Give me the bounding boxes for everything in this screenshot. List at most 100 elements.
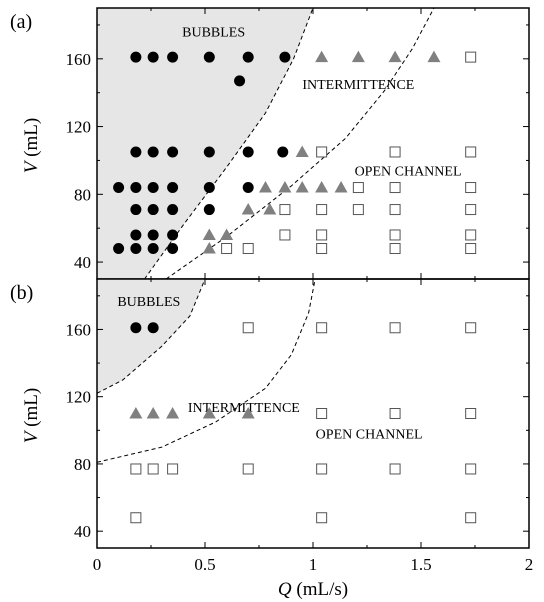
intermittence-point — [295, 181, 309, 193]
open-channel-point — [130, 512, 142, 524]
bubbles-point — [130, 182, 142, 194]
x-tick-label: 2 — [525, 555, 534, 574]
open-channel-point — [389, 182, 401, 194]
open-channel-boundary-line — [97, 279, 316, 463]
intermittence-point — [146, 407, 160, 419]
y-tick-label: 160 — [66, 50, 92, 69]
intermittence-point — [241, 407, 255, 419]
intermittence-point — [241, 203, 255, 215]
bubbles-point — [167, 243, 179, 255]
bubbles-point — [242, 182, 254, 194]
open-channel-point — [465, 51, 477, 63]
bubbles-point — [113, 182, 125, 194]
intermittence-point — [295, 145, 309, 157]
y-tick-label: 120 — [66, 118, 92, 137]
open-channel-point — [167, 463, 179, 475]
open-channel-point — [221, 243, 233, 255]
intermittence-point — [202, 407, 216, 419]
region-label: OPEN CHANNEL — [355, 165, 462, 180]
bubbles-point — [203, 182, 215, 194]
open-channel-point — [465, 408, 477, 419]
bubbles-region-shading — [97, 279, 205, 394]
open-channel-point — [465, 243, 477, 255]
bubbles-point — [203, 204, 215, 216]
open-channel-point — [316, 322, 328, 334]
x-tick-label: 1 — [309, 555, 318, 574]
bubbles-point — [130, 322, 142, 334]
bubbles-point — [167, 146, 179, 158]
open-channel-point — [316, 204, 328, 216]
region-label: INTERMITTENCE — [188, 401, 300, 416]
open-channel-point — [389, 463, 401, 475]
panel-a: 40 80 120 160 (a) V (mL) BUBBLES INTERMITTENCE O… — [10, 7, 530, 280]
bubbles-point — [147, 243, 159, 255]
bubbles-point — [203, 146, 215, 158]
bubbles-point — [167, 204, 179, 216]
open-channel-point — [465, 146, 477, 158]
open-channel-point — [352, 182, 364, 194]
region-label: BUBBLES — [182, 26, 245, 41]
bubbles-boundary-line — [97, 279, 206, 394]
x-axis-label: Q (mL/s) — [278, 579, 348, 600]
open-channel-point — [316, 146, 328, 158]
open-channel-point — [279, 229, 291, 241]
y-tick-label: 80 — [74, 455, 91, 474]
bubbles-point — [167, 51, 179, 63]
open-channel-point — [389, 229, 401, 241]
bubbles-point — [130, 243, 142, 255]
open-channel-point — [352, 204, 364, 216]
intermittence-point — [202, 242, 216, 254]
bubbles-point — [242, 146, 254, 158]
bubbles-point — [167, 229, 179, 241]
open-channel-point — [389, 408, 401, 419]
bubbles-point — [113, 243, 125, 255]
bubbles-point — [147, 322, 159, 334]
panel-label: (b) — [10, 282, 33, 304]
open-channel-point — [279, 204, 291, 216]
bubbles-point — [242, 51, 254, 63]
intermittence-point — [202, 228, 216, 240]
open-channel-point — [242, 463, 254, 475]
intermittence-point — [129, 407, 143, 419]
bubbles-point — [147, 51, 159, 63]
x-tick-label: 1.5 — [410, 555, 431, 574]
y-tick-label: 40 — [74, 522, 91, 541]
open-channel-point — [465, 463, 477, 475]
intermittence-point — [258, 181, 272, 193]
open-channel-point — [389, 243, 401, 255]
open-channel-point — [465, 229, 477, 241]
bubbles-point — [130, 51, 142, 63]
bubbles-boundary-line — [144, 8, 314, 279]
open-channel-point — [465, 322, 477, 334]
region-label: OPEN CHANNEL — [316, 428, 423, 443]
bubbles-point — [147, 229, 159, 241]
bubbles-point — [130, 229, 142, 241]
open-channel-point — [389, 146, 401, 158]
open-channel-point — [465, 204, 477, 216]
panel-b: 40 80 120 160 0 0.5 1 1.5 2 (b) V (mL) Q (mL/s) BUBB… — [10, 278, 534, 600]
y-axis-label: V (mL) — [21, 388, 42, 443]
bubbles-point — [167, 182, 179, 194]
intermittence-point — [220, 228, 234, 240]
y-tick-label: 40 — [74, 253, 91, 272]
open-channel-point — [389, 204, 401, 216]
open-channel-point — [316, 512, 328, 524]
intermittence-point — [263, 203, 277, 215]
y-tick-label: 80 — [74, 185, 91, 204]
y-tick-label: 160 — [66, 320, 92, 339]
intermittence-point — [427, 50, 441, 63]
intermittence-point — [334, 181, 348, 193]
bubbles-point — [147, 204, 159, 216]
open-channel-point — [242, 322, 254, 334]
intermittence-point — [315, 181, 329, 193]
open-channel-point — [316, 463, 328, 475]
region-label: BUBBLES — [117, 295, 180, 310]
y-tick-label: 120 — [66, 388, 92, 407]
open-channel-point — [465, 182, 477, 194]
intermittence-point — [278, 181, 292, 193]
y-axis-label: V (mL) — [21, 118, 42, 173]
bubbles-point — [147, 182, 159, 194]
intermittence-point — [315, 50, 329, 63]
intermittence-point — [388, 50, 402, 63]
bubbles-point — [130, 204, 142, 216]
